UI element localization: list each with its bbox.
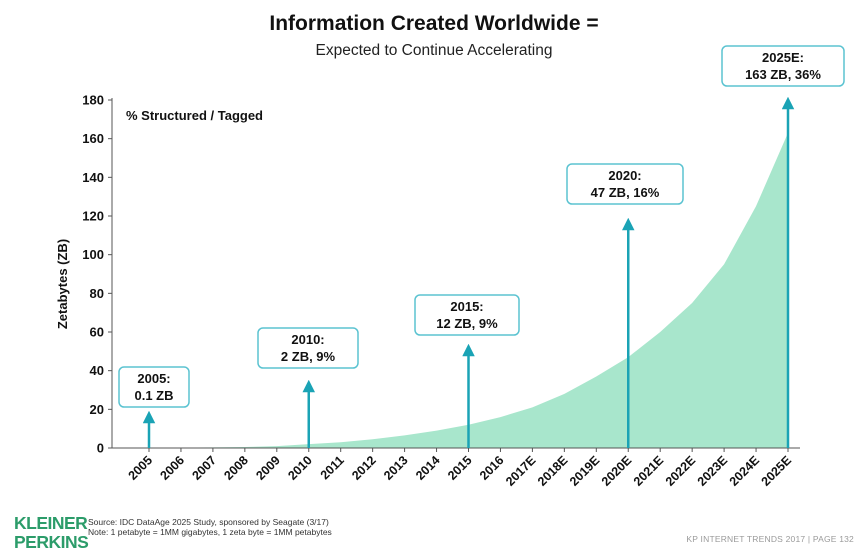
y-axis-title: Zetabytes (ZB)	[55, 239, 70, 329]
annotation-year-label: 2010:	[291, 332, 324, 347]
y-tick-label: 140	[82, 170, 104, 185]
source-line: Source: IDC DataAge 2025 Study, sponsore…	[88, 517, 329, 527]
annotation-year-label: 2020:	[608, 168, 641, 183]
source-note: Source: IDC DataAge 2025 Study, sponsore…	[88, 517, 332, 537]
y-tick-label: 120	[82, 209, 104, 224]
y-tick-label: 40	[90, 363, 104, 378]
x-tick-label: 2005	[126, 453, 156, 483]
x-tick-label: 2024E	[727, 453, 762, 488]
kleiner-perkins-logo: KLEINER PERKINS	[14, 513, 89, 552]
x-tick-label: 2015	[445, 453, 475, 483]
x-tick-label: 2012	[349, 453, 379, 483]
x-tick-label: 2013	[381, 453, 411, 483]
x-tick-label: 2019E	[567, 453, 602, 488]
annotation-box	[566, 163, 684, 205]
x-tick-label: 2023E	[695, 453, 730, 488]
annotation-box	[721, 45, 845, 87]
page-footer: KP INTERNET TRENDS 2017 | PAGE 132	[686, 534, 854, 544]
logo-line-1: KLEINER	[14, 513, 88, 533]
annotation-box	[118, 366, 190, 408]
structured-tagged-label: % Structured / Tagged	[126, 108, 263, 123]
x-tick-label: 2022E	[663, 453, 698, 488]
chart-title: Information Created Worldwide =	[269, 12, 599, 35]
x-tick-label: 2010	[285, 453, 315, 483]
area-chart: 0 20 40 60 80 100 120 140 160 180 Zetabytes (ZB) % …	[55, 45, 845, 489]
x-tick-label: 2021E	[631, 453, 666, 488]
x-tick-label: 2006	[158, 453, 188, 483]
y-tick-label: 0	[97, 441, 104, 456]
x-tick-label: 2011	[318, 453, 347, 482]
y-tick-label: 100	[82, 247, 104, 262]
x-tick-label: 2018E	[535, 453, 570, 488]
y-tick-label: 180	[82, 93, 104, 108]
chart-subtitle: Expected to Continue Accelerating	[315, 42, 553, 59]
x-tick-label: 2025E	[759, 453, 794, 488]
annotation-box	[414, 294, 520, 336]
x-tick-label: 2008	[221, 453, 251, 483]
x-tick-label: 2009	[253, 453, 283, 483]
y-tick-label: 20	[90, 402, 104, 417]
logo-line-2: PERKINS	[14, 532, 89, 552]
annotation-year-label: 2025E:	[762, 50, 804, 65]
annotation-value-label: 47 ZB, 16%	[591, 185, 660, 200]
annotation-year-label: 2005:	[137, 371, 170, 386]
y-tick-label: 80	[90, 286, 104, 301]
annotation-year-label: 2015:	[450, 299, 483, 314]
y-tick-label: 160	[82, 131, 104, 146]
x-tick-label: 2007	[189, 453, 219, 483]
annotation-box	[257, 327, 359, 369]
x-tick-label: 2017E	[503, 453, 538, 488]
y-tick-label: 60	[90, 325, 104, 340]
annotation-value-label: 163 ZB, 36%	[745, 67, 821, 82]
x-tick-label: 2020E	[599, 453, 634, 488]
annotation-value-label: 0.1 ZB	[134, 388, 173, 403]
annotation-value-label: 12 ZB, 9%	[436, 316, 498, 331]
annotation-value-label: 2 ZB, 9%	[281, 349, 336, 364]
x-tick-label: 2014	[413, 453, 443, 483]
note-line: Note: 1 petabyte = 1MM gigabytes, 1 zeta…	[88, 527, 332, 537]
